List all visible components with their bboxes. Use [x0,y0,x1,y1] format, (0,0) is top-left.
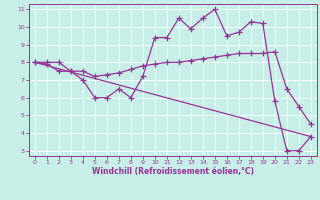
X-axis label: Windchill (Refroidissement éolien,°C): Windchill (Refroidissement éolien,°C) [92,167,254,176]
